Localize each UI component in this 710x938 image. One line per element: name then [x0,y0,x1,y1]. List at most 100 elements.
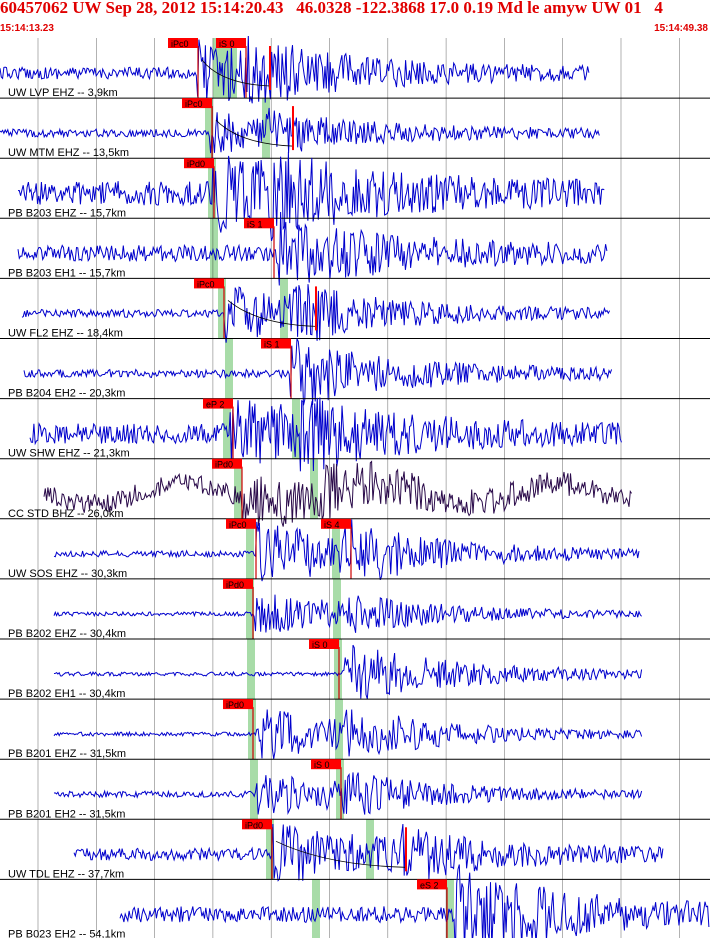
trace-row[interactable]: iPd0 PB B203 EHZ -- 15,7km [0,151,710,241]
pick-label-box[interactable] [194,278,224,289]
pick-label-box[interactable] [309,639,339,649]
travel-time-curve [201,59,271,87]
trace-row[interactable]: eS 2 PB B023 EH2 -- 54,1km [0,864,710,938]
waveform [0,107,600,154]
station-label: PB B203 EHZ -- 15,7km [8,207,126,219]
waveform [17,211,608,286]
station-label: PB B201 EHZ -- 31,5km [8,748,126,760]
travel-time-curve [227,300,317,327]
event-title: 60457062 UW Sep 28, 2012 15:14:20.43 46.… [0,0,663,17]
station-label: UW TDL EHZ -- 37,7km [8,868,124,880]
station-label: UW LVP EHZ -- 3,9km [8,87,118,99]
trace-row[interactable]: iPc0 iS 4 UW SOS EHZ -- 30,3km [0,518,710,582]
seismogram-plot[interactable]: iPc0 iS 0 UW LVP EHZ -- 3,9km iPc0 UW MTM EH… [0,36,710,938]
pick-label-box[interactable] [212,458,242,469]
pick-label: iS 0 [312,640,328,650]
pick-window [336,759,344,820]
pick-window [312,879,320,938]
pick-label-box[interactable] [242,819,272,830]
waveform [53,644,643,700]
pick-label: iS 0 [314,760,330,770]
waveform [23,338,613,406]
pick-window [310,458,318,519]
station-label: PB B204 EH2 -- 20,3km [8,388,125,400]
waveform [53,594,642,633]
pick-label-box[interactable] [311,759,341,770]
station-label: PB B202 EH1 -- 30,4km [8,688,125,700]
pick-label-box[interactable] [182,98,212,109]
pick-label: iPc0 [229,520,247,530]
station-label: UW SHW EHZ -- 21,3km [8,448,130,460]
waveform [53,519,640,582]
pick-window [246,578,254,639]
pick-window [332,518,340,579]
trace-row[interactable]: iPc0 UW MTM EHZ -- 13,5km [0,98,710,159]
pick-window [234,458,242,519]
pick-label: iPd0 [215,460,233,470]
pick-label-box[interactable] [216,38,246,48]
station-label: PB B203 EH1 -- 15,7km [8,267,125,279]
pick-window [210,218,218,279]
pick-label-box[interactable] [203,398,233,409]
pick-window [225,338,233,399]
station-label: PB B202 EHZ -- 30,4km [8,628,126,640]
trace-row[interactable]: iS 1 PB B204 EH2 -- 20,3km [0,338,710,406]
pick-label-box[interactable] [417,879,447,890]
event-header: 60457062 UW Sep 28, 2012 15:14:20.43 46.… [0,0,710,36]
station-label: PB B023 EH2 -- 54,1km [8,929,125,938]
station-label: PB B201 EH2 -- 31,5km [8,808,125,820]
pick-window [446,879,454,938]
pick-window [248,699,256,760]
pick-window [366,819,374,880]
pick-label: iS 4 [324,520,340,530]
pick-label: iS 0 [219,39,235,49]
waveform [29,397,622,472]
pick-label-box[interactable] [244,218,274,229]
trace-row[interactable]: iPc0 iS 0 UW LVP EHZ -- 3,9km [0,36,710,104]
trace-row[interactable]: iS 0 PB B202 EH1 -- 30,4km [0,639,710,700]
pick-label-box[interactable] [261,338,291,349]
pick-window [250,759,258,820]
pick-label-box[interactable] [321,518,351,529]
pick-window [247,639,255,700]
trace-row[interactable]: eP 2 UW SHW EHZ -- 21,3km [0,397,710,472]
pick-label-box[interactable] [184,158,214,169]
pick-window [246,518,254,579]
seismogram-canvas[interactable]: iPc0 iS 0 UW LVP EHZ -- 3,9km iPc0 UW MTM EH… [0,36,710,938]
waveform [73,823,664,882]
waveform [17,151,605,241]
pick-label-box[interactable] [223,578,253,589]
pick-label: iPd0 [245,820,263,830]
pick-window [205,98,213,159]
station-label: CC STD BHZ -- 26,0km [8,508,124,520]
pick-label-box[interactable] [223,699,253,710]
travel-time-curve [215,119,294,147]
trace-row[interactable]: iS 1 PB B203 EH1 -- 15,7km [0,211,710,286]
station-label: UW SOS EHZ -- 30,3km [8,568,127,580]
pick-label: iS 1 [264,340,280,350]
trace-row[interactable]: iS 0 PB B201 EH2 -- 31,5km [0,759,710,820]
waveform [53,772,643,815]
trace-row[interactable]: iPc0 UW FL2 EHZ -- 18,4km [0,278,710,343]
station-label: UW MTM EHZ -- 13,5km [8,147,129,159]
pick-label: iPc0 [171,39,189,49]
waveform [53,709,643,759]
trace-row[interactable]: iPd0 CC STD BHZ -- 26,0km [0,458,710,527]
pick-label: iPd0 [226,700,244,710]
pick-label-box[interactable] [226,518,256,529]
pick-window [333,578,341,639]
pick-label-box[interactable] [168,38,198,48]
trace-row[interactable]: iPd0 UW TDL EHZ -- 37,7km [0,819,710,882]
pick-label: iPd0 [187,159,205,169]
waveform [0,36,590,104]
pick-window [334,639,342,700]
pick-label: eP 2 [206,400,224,410]
travel-time-curve [275,840,407,868]
pick-label: eS 2 [420,880,439,890]
station-label: UW FL2 EHZ -- 18,4km [8,328,123,340]
waveform [119,864,710,938]
trace-row[interactable]: iPd0 PB B201 EHZ -- 31,5km [0,699,710,760]
trace-row[interactable]: iPd0 PB B202 EHZ -- 30,4km [0,578,710,640]
start-time-label: 15:14:13.23 [0,23,54,34]
pick-label: iPd0 [226,580,244,590]
